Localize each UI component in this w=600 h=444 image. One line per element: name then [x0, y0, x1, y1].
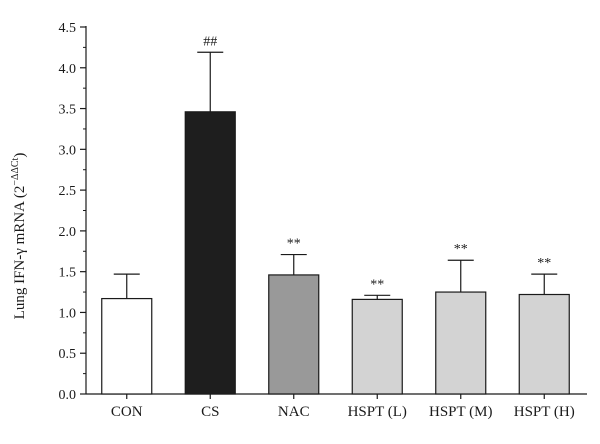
- y-tick-label: 0.0: [59, 388, 77, 403]
- bar-nac: [268, 274, 320, 395]
- y-tick-label: 1.0: [59, 306, 77, 321]
- significance-labels-group: ## ** ** ** **: [203, 34, 551, 292]
- y-tick-label: 4.0: [59, 62, 77, 77]
- x-tick-label: CON: [111, 404, 143, 420]
- x-tick-label: HSPT (H): [514, 404, 575, 420]
- y-tick-label: 2.5: [59, 184, 77, 199]
- significance-label: **: [370, 277, 384, 292]
- y-axis-title-close: ): [12, 153, 28, 158]
- bar-hspt-h: [518, 293, 570, 395]
- y-tick-label: 0.5: [59, 347, 77, 362]
- y-tick-label: 3.5: [59, 103, 77, 118]
- bars-group: [101, 111, 570, 395]
- y-axis: 0.0 0.5 1.0 1.5 2.0 2.5 3.0 3.5 4.0 4.5: [59, 21, 87, 403]
- x-tick-label: HSPT (L): [348, 404, 407, 420]
- y-tick-label: 2.0: [59, 225, 77, 240]
- significance-label: **: [454, 242, 468, 257]
- x-axis: CON CS NAC HSPT (L) HSPT (M) HSPT (H): [86, 393, 587, 420]
- y-axis-title-main: Lung IFN-γ mRNA (2: [12, 186, 28, 320]
- y-tick-label: 4.5: [59, 21, 77, 36]
- significance-label: **: [537, 256, 551, 271]
- y-axis-title-superscript: −ΔΔCt: [10, 157, 21, 185]
- x-tick-label: HSPT (M): [429, 404, 493, 420]
- bar-hspt-l: [351, 298, 403, 395]
- x-tick-label: NAC: [278, 404, 310, 420]
- y-tick-label: 3.0: [59, 143, 77, 158]
- y-tick-label: 1.5: [59, 266, 77, 281]
- y-axis-title: Lung IFN-γ mRNA (2−ΔΔCt): [10, 153, 28, 320]
- significance-label: **: [287, 237, 301, 252]
- x-tick-label: CS: [201, 404, 219, 420]
- bar-hspt-m: [435, 291, 487, 395]
- significance-label: ##: [203, 34, 217, 49]
- bar-cs: [184, 111, 236, 395]
- error-bars-group: [113, 51, 558, 300]
- bar-con: [101, 297, 153, 395]
